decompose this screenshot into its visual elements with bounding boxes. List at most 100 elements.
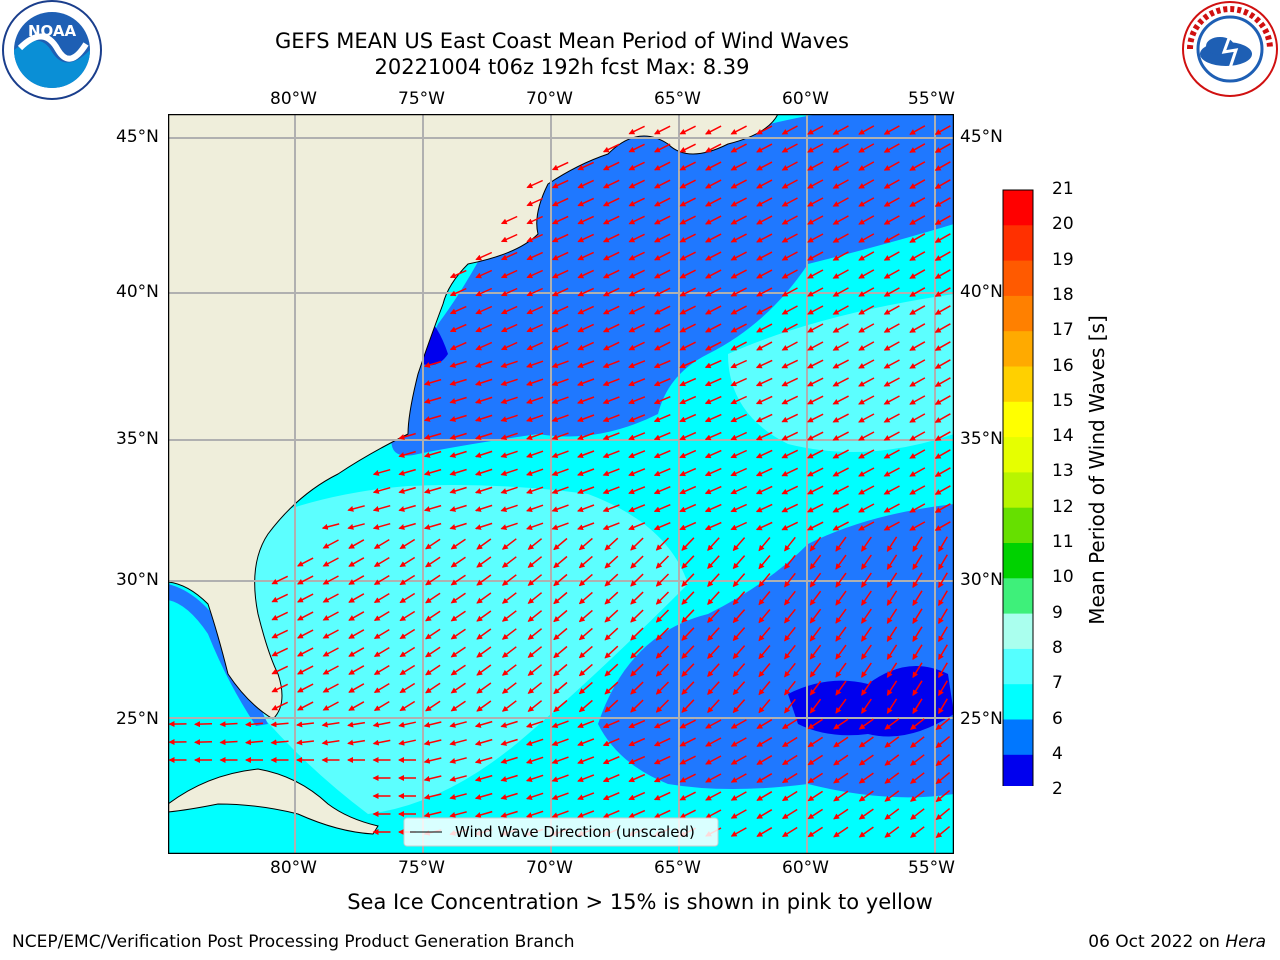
wave-direction-arrow (628, 233, 645, 243)
wave-direction-arrow (577, 810, 595, 819)
machine-name: Hera (1225, 932, 1266, 952)
wave-direction-arrow (732, 645, 746, 660)
wave-direction-arrow (679, 215, 696, 225)
wave-direction-arrow (553, 537, 568, 551)
wave-direction-arrow (423, 775, 442, 782)
wave-direction-arrow (423, 396, 442, 404)
wave-direction-arrow (884, 790, 900, 802)
wave-direction-arrow (655, 591, 670, 605)
wave-direction-arrow (602, 738, 620, 747)
wave-direction-arrow (602, 486, 620, 495)
wave-direction-arrow (884, 826, 900, 838)
wave-direction-arrow (322, 629, 339, 639)
wave-direction-arrow (348, 593, 365, 603)
wave-direction-arrow (630, 591, 644, 605)
wave-direction-arrow (577, 774, 595, 783)
wave-direction-arrow (527, 664, 543, 676)
wave-direction-arrow (756, 305, 773, 315)
wave-direction-arrow (373, 574, 390, 586)
wave-direction-arrow (577, 522, 595, 531)
wave-direction-arrow (809, 554, 822, 570)
wave-direction-arrow (653, 468, 671, 477)
wave-direction-arrow (807, 772, 824, 784)
wave-direction-arrow (679, 233, 696, 243)
wave-direction-arrow (807, 449, 824, 459)
wave-direction-arrow (526, 360, 544, 368)
wave-direction-arrow (553, 663, 568, 677)
wave-direction-arrow (679, 791, 696, 801)
wave-direction-arrow (577, 720, 595, 729)
wave-direction-arrow (449, 360, 467, 368)
wave-direction-arrow (526, 197, 544, 207)
generation-date: 06 Oct 2022 on Hera (1088, 932, 1266, 952)
wave-direction-arrow (705, 341, 722, 351)
wave-direction-arrow (602, 774, 620, 783)
wave-direction-arrow (194, 721, 213, 728)
wave-direction-arrow (807, 395, 824, 405)
wave-direction-arrow (551, 287, 569, 297)
wave-direction-arrow (425, 556, 441, 568)
wave-direction-arrow (628, 504, 646, 513)
wave-direction-arrow (474, 432, 493, 440)
wave-direction-arrow (654, 233, 671, 243)
wave-direction-arrow (679, 251, 696, 261)
wave-direction-arrow (475, 323, 493, 333)
wave-direction-arrow (832, 413, 849, 423)
wave-direction-arrow (628, 773, 646, 783)
wave-direction-arrow (679, 269, 696, 279)
wave-direction-arrow (653, 486, 671, 495)
wave-direction-arrow (525, 756, 544, 764)
wave-direction-arrow (501, 628, 517, 640)
wave-direction-arrow (730, 125, 747, 135)
wave-direction-arrow (704, 413, 722, 423)
wave-direction-arrow (781, 718, 798, 730)
wave-direction-arrow (399, 538, 416, 550)
wave-direction-arrow (781, 359, 799, 369)
wave-direction-arrow (653, 522, 671, 531)
wave-direction-arrow (423, 414, 442, 422)
wave-direction-arrow (833, 772, 849, 784)
colorbar-segment (1003, 331, 1033, 367)
wave-direction-arrow (909, 341, 926, 351)
colorbar-tick-label: 19 (1052, 249, 1074, 270)
wave-direction-arrow (935, 754, 951, 767)
wave-direction-arrow (934, 305, 951, 315)
wave-direction-arrow (628, 197, 645, 207)
wave-direction-arrow (679, 197, 696, 207)
wave-direction-arrow (578, 627, 593, 641)
wave-direction-arrow (883, 449, 900, 459)
wave-direction-arrow (348, 665, 365, 675)
wave-direction-arrow (781, 503, 799, 513)
wave-direction-arrow (781, 826, 798, 838)
wave-direction-arrow (449, 414, 467, 422)
colorbar-segment (1003, 437, 1033, 473)
wave-direction-arrow (628, 341, 645, 351)
wave-direction-arrow (501, 646, 517, 658)
map-plot: Wind Wave Direction (unscaled) (168, 114, 954, 854)
wave-direction-arrow (781, 341, 798, 351)
wave-direction-arrow (551, 504, 569, 513)
wave-direction-arrow (704, 431, 722, 441)
wave-direction-arrow (577, 215, 595, 225)
colorbar-segment (1003, 613, 1033, 650)
wave-direction-arrow (832, 215, 849, 225)
lon-label-bottom-70w: 70°W (526, 858, 573, 878)
wave-direction-arrow (653, 450, 671, 459)
wave-direction-arrow (526, 215, 544, 225)
wave-direction-arrow (653, 737, 671, 747)
wave-direction-arrow (732, 537, 746, 552)
wave-direction-arrow (909, 377, 926, 387)
wave-direction-arrow (858, 718, 874, 730)
wave-direction-arrow (628, 360, 646, 369)
wave-direction-arrow (551, 360, 569, 369)
wave-direction-arrow (934, 521, 951, 531)
wave-direction-arrow (886, 590, 898, 606)
colorbar-tick-label: 18 (1052, 284, 1074, 305)
wave-direction-arrow (705, 809, 722, 819)
wave-direction-arrow (883, 251, 900, 261)
wave-direction-arrow (758, 573, 771, 588)
wave-direction-arrow (425, 538, 441, 550)
wave-direction-arrow (884, 736, 900, 748)
wave-direction-arrow (654, 305, 671, 315)
wave-direction-arrow (883, 125, 900, 135)
